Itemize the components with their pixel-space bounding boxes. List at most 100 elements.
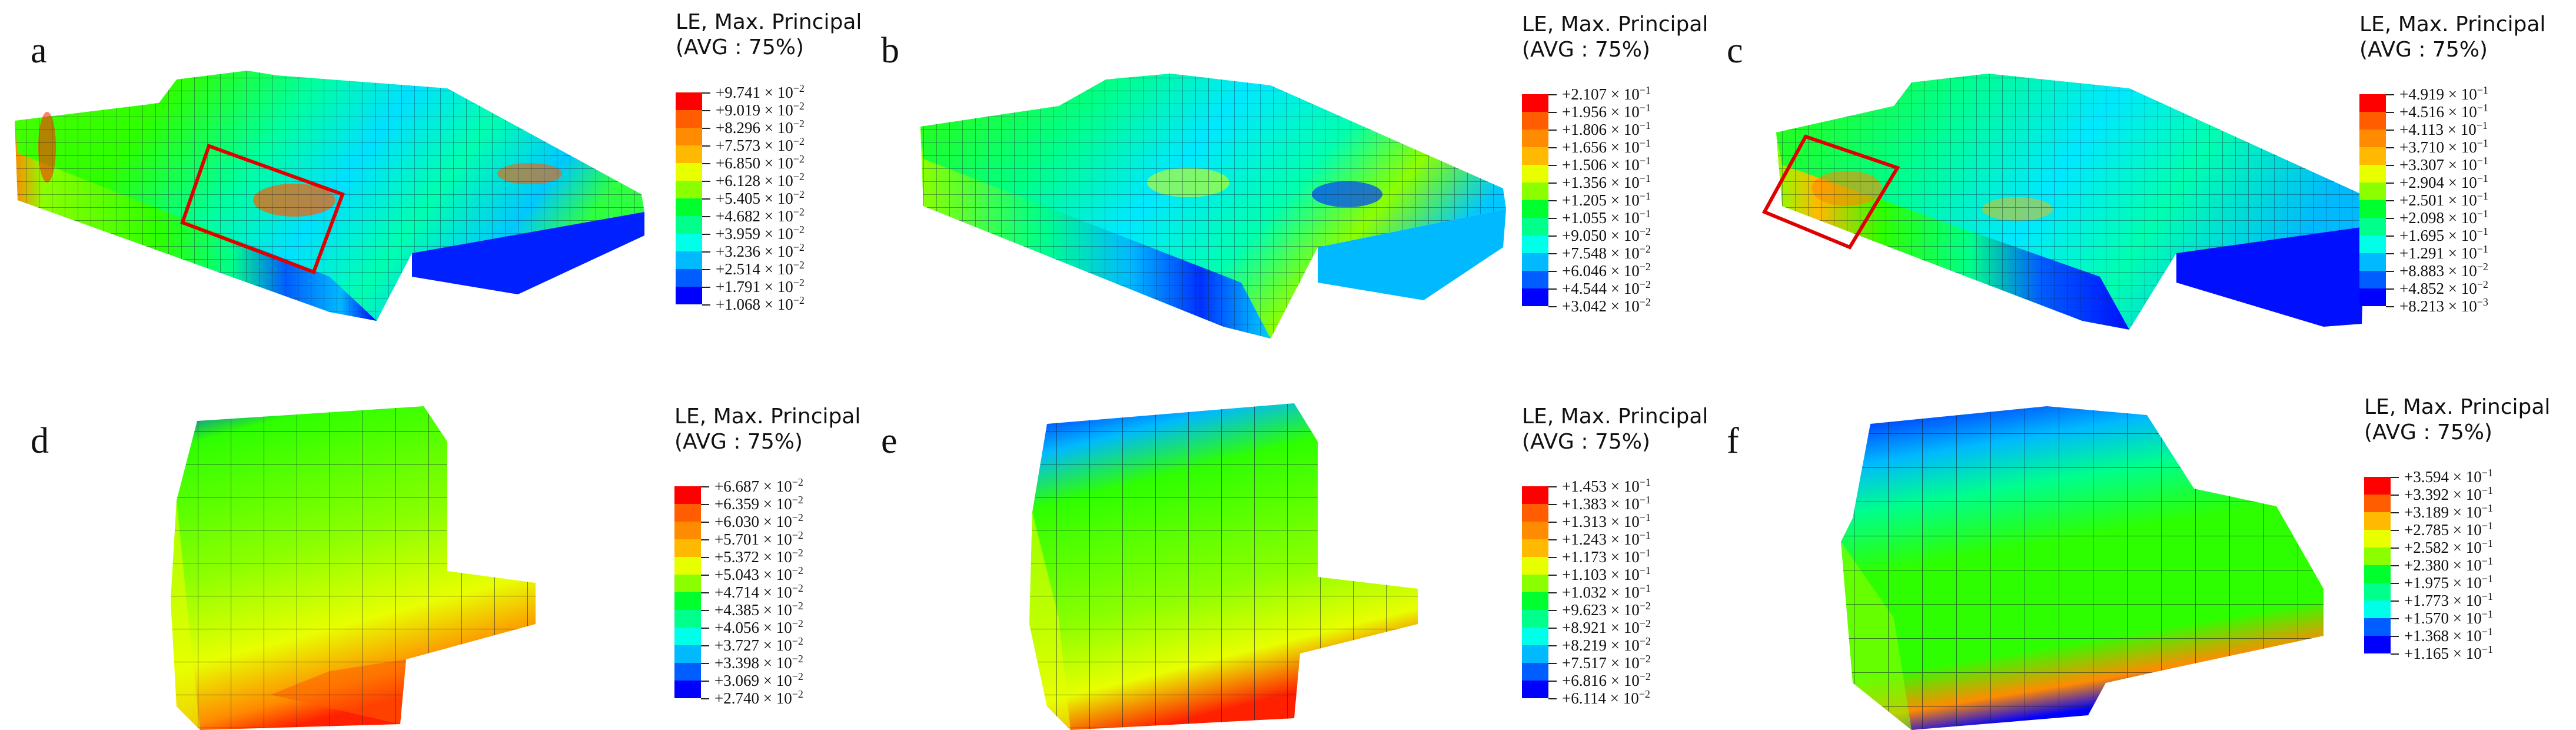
legend-color-band [674,592,701,610]
legend-color-band [2359,200,2386,218]
legend-value: +4.714 × 10−2 [714,582,803,601]
legend-color-band [1522,94,1548,112]
legend-tick [2391,512,2399,513]
legend-color-band [674,539,701,557]
legend-tick [702,145,710,147]
legend-value: +1.570 × 10−1 [2404,608,2493,627]
legend-color-band [1522,681,1548,698]
legend-color-band [2359,130,2386,147]
legend-color-band [1522,165,1548,182]
legend-color-band [1522,575,1548,592]
legend-tick [2391,653,2399,655]
legend-color-band [676,269,702,287]
legend-value: +1.695 × 10−1 [2399,225,2488,244]
strain-contour-mesh-slab [920,74,1506,339]
legend-value: +7.573 × 10−2 [716,135,805,154]
legend-color-band [2359,235,2386,253]
legend-color-band [1522,200,1548,218]
legend-color-band [2359,253,2386,271]
legend-tick [1548,698,1557,699]
legend-value: +1.055 × 10−1 [1562,208,1651,227]
legend-value: +1.068 × 10−2 [716,294,805,313]
legend-tick [702,304,710,306]
legend-value: +8.883 × 10−2 [2399,261,2488,280]
legend-tick [1548,218,1557,219]
legend-value: +1.383 × 10−1 [1562,494,1651,513]
legend-tick [1548,575,1557,576]
strain-contour-mesh-cube [171,406,536,730]
legend-subtitle: (AVG : 75%) [1522,38,1650,62]
legend-color-band [674,557,701,575]
legend-tick [1548,486,1557,487]
legend-value: +2.098 × 10−1 [2399,208,2488,227]
legend-tick [702,198,710,200]
legend-color-band [674,486,701,504]
legend-color-band [2364,548,2391,565]
legend-value: +5.405 × 10−2 [716,188,805,207]
legend-tick [2391,495,2399,496]
legend-value: +1.205 × 10−1 [1562,190,1651,209]
legend-tick [702,269,710,270]
legend-tick [1548,147,1557,148]
legend-value: +2.107 × 10−1 [1562,84,1651,103]
legend-tick [702,251,710,253]
legend-tick [701,486,709,487]
legend-color-band [674,663,701,681]
legend-value: +3.398 × 10−2 [714,653,803,672]
highlight-rectangle [180,144,345,274]
legend-color-band [2359,165,2386,182]
legend-color-band [676,287,702,304]
legend-value: +1.773 × 10−1 [2404,590,2493,609]
legend-tick [702,234,710,235]
legend-tick [2386,288,2394,290]
legend-value: +1.243 × 10−1 [1562,529,1651,548]
legend-color-band [2364,618,2391,636]
legend-value: +8.213 × 10−3 [2399,296,2488,315]
legend-tick [2386,235,2394,237]
legend-title: LE, Max. Principal [2359,12,2546,36]
legend-tick [1548,681,1557,682]
legend-color-band [1522,147,1548,165]
legend-d: LE, Max. Principal (AVG : 75%) +6.687 × … [674,404,861,707]
legend-tick [701,504,709,505]
legend-color-band [1522,522,1548,539]
legend-color-band [1522,235,1548,253]
legend-value: +5.701 × 10−2 [714,529,803,548]
legend-tick [701,592,709,593]
legend-value: +1.453 × 10−1 [1562,476,1651,495]
legend-value: +6.816 × 10−2 [1562,671,1651,689]
legend-value: +1.656 × 10−1 [1562,137,1651,156]
legend-value: +1.368 × 10−1 [2404,626,2493,645]
legend-color-band [1522,218,1548,235]
legend-color-band [1522,592,1548,610]
panel-a: a LE, Max. Principal (AVG : [0,0,862,365]
panel-c: c LE, Max. Principal (AVG : 75%) [1717,0,2576,365]
legend-color-band [676,92,702,110]
legend-value: +6.128 × 10−2 [716,171,805,190]
legend-tick [1548,112,1557,113]
legend-color-band [676,128,702,145]
legend-tick [2386,130,2394,131]
legend-value: +4.682 × 10−2 [716,206,805,225]
legend-color-band [674,504,701,522]
legend-tick [701,539,709,540]
legend-value: +3.236 × 10−2 [716,241,805,260]
legend-value: +2.904 × 10−1 [2399,172,2488,191]
legend-color-band [2364,477,2391,495]
legend-tick [2391,530,2399,531]
legend-value: +3.710 × 10−1 [2399,137,2488,156]
legend-tick [2391,600,2399,602]
legend-color-band [2359,112,2386,130]
legend-title: LE, Max. Principal [1522,404,1709,429]
legend-value: +1.806 × 10−1 [1562,120,1651,138]
legend-value: +9.741 × 10−2 [716,82,805,101]
legend-title: LE, Max. Principal [674,404,861,429]
legend-title: LE, Max. Principal [1522,12,1709,36]
legend-value: +3.042 × 10−2 [1562,296,1651,315]
legend-color-band [1522,645,1548,663]
legend-tick [1548,663,1557,664]
legend-tick [702,287,710,288]
legend-tick [701,645,709,646]
legend-color-band [1522,557,1548,575]
strain-contour-mesh-cube [1029,403,1418,730]
